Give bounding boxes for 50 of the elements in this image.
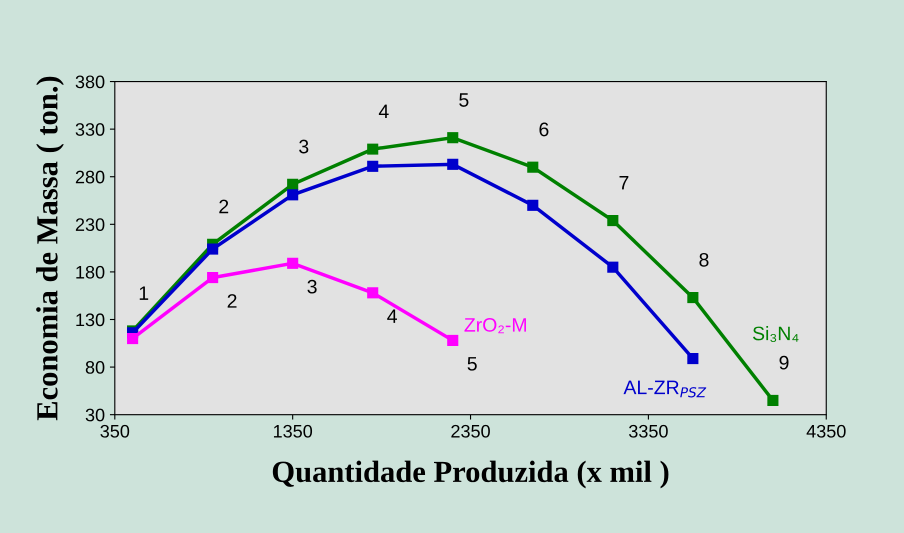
series-label: AL-ZR$_{PSZ}$ xyxy=(624,380,706,398)
point xyxy=(687,292,698,304)
y-tick-label: 30 xyxy=(86,408,104,422)
y-tick-label: 130 xyxy=(76,313,104,326)
annotation: 2 xyxy=(219,200,228,214)
point xyxy=(527,200,538,211)
annotation: 7 xyxy=(620,176,628,190)
x-tick-label: 4350 xyxy=(806,424,846,438)
y-tick-label: 280 xyxy=(76,170,104,184)
point xyxy=(367,287,378,298)
point xyxy=(447,334,458,346)
series-label: Si₃N₄ xyxy=(752,326,799,342)
annotation: 6 xyxy=(539,122,548,136)
point xyxy=(367,144,378,155)
x-tick-label: 350 xyxy=(100,424,130,438)
annotation: 3 xyxy=(307,280,317,294)
point xyxy=(607,214,618,226)
point xyxy=(287,178,298,190)
x-tick-label: 1350 xyxy=(274,424,312,438)
y-tick-label: 80 xyxy=(86,361,104,374)
annotation: 2 xyxy=(228,294,237,308)
annotation: 1 xyxy=(140,286,148,300)
x-tick-label: 2350 xyxy=(451,424,490,438)
annotation: 4 xyxy=(378,104,389,118)
annotation: 8 xyxy=(699,252,709,267)
annotation: 3 xyxy=(299,140,308,154)
y-tick-label: 380 xyxy=(76,75,104,88)
y-tick-label: 180 xyxy=(76,266,104,279)
point xyxy=(447,132,458,144)
point xyxy=(287,258,298,269)
y-axis-title: Economia de Massa ( ton.) xyxy=(36,76,64,420)
y-tick-label: 230 xyxy=(76,218,104,232)
annotation: 9 xyxy=(780,356,788,370)
point xyxy=(127,332,138,344)
x-axis-title: Quantidade Produzida (x mil ) xyxy=(272,460,668,488)
point xyxy=(367,160,378,172)
point xyxy=(767,394,778,406)
point xyxy=(527,162,538,173)
annotation: 5 xyxy=(459,93,468,107)
point xyxy=(287,189,298,200)
point xyxy=(687,352,698,364)
point xyxy=(207,272,218,284)
annotation: 5 xyxy=(468,357,477,371)
x-tick-label: 3350 xyxy=(629,424,668,438)
point xyxy=(447,158,458,170)
point xyxy=(207,244,218,255)
point xyxy=(607,262,618,273)
annotation: 4 xyxy=(387,309,397,323)
series-label: ZrO₂-M xyxy=(464,318,526,334)
y-tick-label: 330 xyxy=(76,123,104,136)
